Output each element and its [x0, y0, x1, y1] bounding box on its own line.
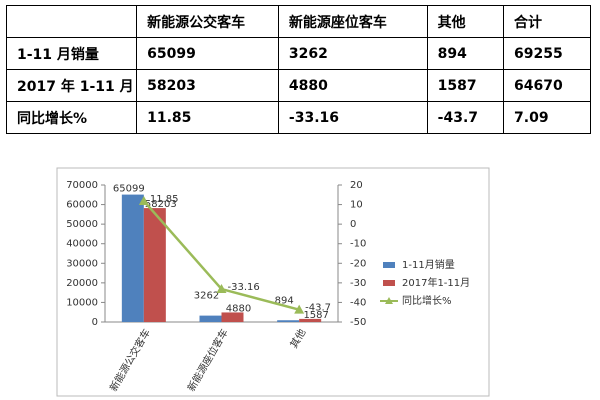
data-label: 894	[275, 295, 294, 306]
marker	[216, 284, 227, 294]
table-row: 同比增长% 11.85 -33.16 -43.7 7.09	[5, 101, 591, 134]
table-cell: 69255	[503, 37, 591, 70]
y-tick-label: 20000	[66, 278, 98, 289]
marker	[138, 195, 149, 205]
legend-swatch	[383, 262, 395, 268]
legend-label: 2017年1-11月	[402, 276, 470, 289]
table-cell: 1-11 月销量	[5, 37, 138, 70]
marker	[294, 304, 305, 314]
data-label: 4880	[226, 303, 251, 314]
data-label: 58203	[145, 199, 177, 210]
table-cell: 894	[426, 37, 505, 70]
data-label: 11.85	[150, 194, 179, 205]
data-table: 新能源公交客车 新能源座位客车 其他 合计 1-11 月销量 65099 3262 894 69…	[5, 5, 591, 134]
y-tick-label: 50000	[66, 219, 98, 230]
y2-tick-label: 10	[350, 200, 363, 211]
y2-tick-label: -10	[350, 239, 366, 250]
legend-swatch	[383, 280, 395, 286]
y2-tick-label: 20	[350, 180, 363, 191]
bar	[221, 312, 244, 322]
bar	[121, 194, 144, 322]
table-cell: 其他	[426, 5, 505, 38]
data-label: 65099	[113, 184, 145, 195]
y-tick-label: 30000	[66, 258, 98, 269]
table-cell: 2017 年 1-11 月	[5, 69, 138, 102]
legend-marker	[385, 297, 393, 304]
y2-tick-label: -40	[350, 297, 366, 308]
bar	[199, 315, 222, 322]
bar	[299, 318, 322, 322]
table-cell: 58203	[136, 69, 279, 102]
table-cell: -33.16	[277, 101, 428, 134]
data-label: 1587	[303, 310, 328, 321]
table-cell: 7.09	[503, 101, 591, 134]
data-label: 3262	[194, 291, 219, 302]
y-tick-label: 0	[92, 317, 98, 328]
table-cell: 65099	[136, 37, 279, 70]
y2-tick-label: -20	[350, 258, 366, 269]
table-cell: 1587	[426, 69, 505, 102]
table-row: 2017 年 1-11 月 58203 4880 1587 64670	[5, 69, 591, 102]
y2-tick-label: 0	[350, 219, 356, 230]
legend-label: 1-11月销量	[402, 258, 455, 271]
table-cell: -43.7	[426, 101, 505, 134]
bar	[277, 320, 300, 322]
data-label: -43.7	[305, 303, 331, 314]
table-row: 1-11 月销量 65099 3262 894 69255	[5, 37, 591, 70]
y-tick-label: 10000	[66, 297, 98, 308]
y-tick-label: 70000	[66, 180, 98, 191]
y2-tick-label: -30	[350, 278, 366, 289]
y2-tick-label: -50	[350, 317, 366, 328]
bar	[143, 208, 166, 322]
table-cell: 11.85	[136, 101, 279, 134]
table-cell: 同比增长%	[5, 101, 138, 134]
legend-label: 同比增长%	[402, 294, 452, 307]
y-tick-label: 40000	[66, 239, 98, 250]
data-label: -33.16	[228, 282, 260, 293]
y-tick-label: 60000	[66, 200, 98, 211]
